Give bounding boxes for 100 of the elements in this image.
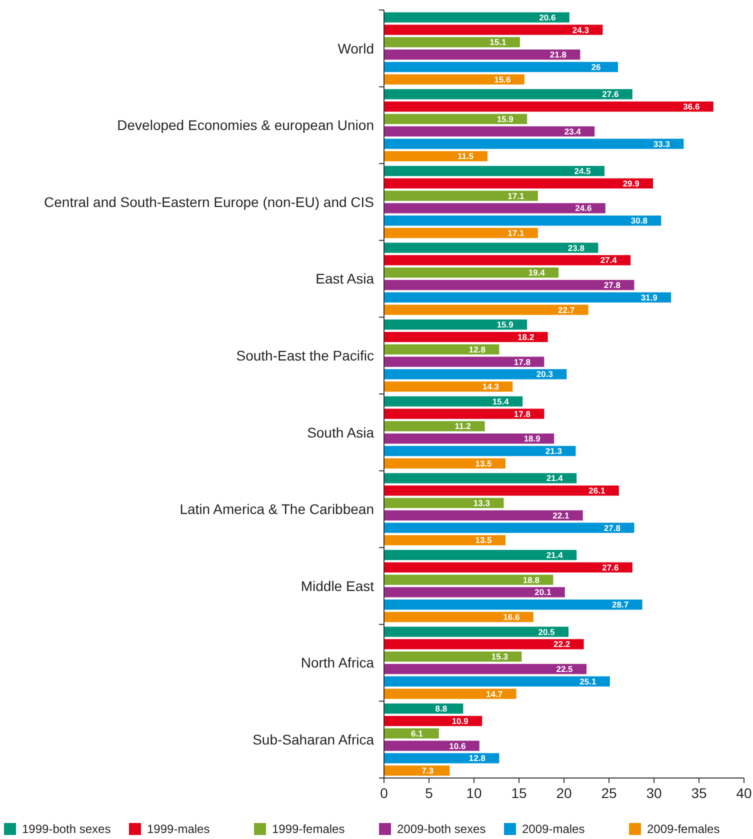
x-tick-label: 5 xyxy=(425,785,434,801)
bar xyxy=(384,458,506,468)
data-label: 23.4 xyxy=(564,126,582,136)
y-tick-label: South-East the Pacific xyxy=(236,348,374,364)
bar xyxy=(384,356,544,367)
bar xyxy=(384,89,632,100)
bar xyxy=(384,268,559,278)
data-label: 24.6 xyxy=(575,203,592,214)
legend-label: 1999-females xyxy=(272,822,345,836)
legend-label: 2009-both sexes xyxy=(397,822,486,836)
bar xyxy=(384,562,632,572)
x-tick-label: 30 xyxy=(646,785,662,801)
bar xyxy=(384,626,568,637)
data-label: 23.8 xyxy=(568,242,585,253)
data-label: 21.8 xyxy=(550,50,567,60)
bar xyxy=(384,587,565,598)
bar xyxy=(384,203,606,214)
bar xyxy=(384,292,672,302)
bar xyxy=(384,434,554,444)
bar xyxy=(384,304,588,315)
data-label: 17.8 xyxy=(514,356,531,367)
y-tick-label: Developed Economies & european Union xyxy=(117,117,374,134)
bar xyxy=(384,498,504,508)
data-label: 27.6 xyxy=(602,89,619,100)
bar xyxy=(384,280,634,290)
bar xyxy=(384,37,520,48)
bar xyxy=(384,178,654,188)
x-tick-label: 35 xyxy=(691,785,707,801)
data-label: 22.1 xyxy=(552,510,570,520)
bar xyxy=(384,639,584,650)
data-label: 28.7 xyxy=(612,600,629,610)
data-label: 31.9 xyxy=(640,292,658,302)
bar xyxy=(384,408,544,419)
bar xyxy=(384,574,554,585)
y-tick-label: Central and South-Eastern Europe (non-EU) and CIS xyxy=(44,194,374,210)
data-label: 15.9 xyxy=(496,320,514,330)
bar xyxy=(384,522,634,533)
data-label: 21.4 xyxy=(546,473,564,484)
bar xyxy=(384,320,528,330)
bar xyxy=(384,766,450,776)
data-label: 15.6 xyxy=(494,74,511,84)
x-tick-label: 20 xyxy=(556,785,572,801)
data-label: 21.4 xyxy=(546,550,564,560)
bar xyxy=(384,535,506,546)
data-label: 17.1 xyxy=(508,228,524,238)
bar xyxy=(384,664,586,674)
bar xyxy=(384,138,684,149)
bar xyxy=(384,704,464,714)
data-label: 15.4 xyxy=(492,396,510,406)
x-tick-label: 40 xyxy=(736,785,752,801)
data-label: 24.5 xyxy=(574,166,592,176)
data-label: 10.6 xyxy=(449,740,466,751)
data-label: 22.5 xyxy=(556,664,574,674)
data-label: 16.6 xyxy=(503,612,520,622)
bar xyxy=(384,446,576,456)
data-label: 27.8 xyxy=(604,280,621,290)
data-label: 20.1 xyxy=(534,587,552,598)
data-label: 27.8 xyxy=(604,522,621,533)
bar xyxy=(384,344,500,354)
data-label: 11.5 xyxy=(457,151,474,162)
y-tick-label: East Asia xyxy=(316,270,374,287)
bar xyxy=(384,550,577,560)
x-tick-label: 25 xyxy=(601,785,617,801)
data-label: 18.2 xyxy=(518,332,534,342)
bar xyxy=(384,676,610,686)
data-label: 20.3 xyxy=(536,369,554,380)
bar xyxy=(384,102,714,112)
legend-label: 1999-both sexes xyxy=(22,822,111,836)
bar xyxy=(384,688,516,699)
bar xyxy=(384,369,567,380)
bar xyxy=(384,728,439,738)
legend-label: 2009-females xyxy=(647,822,720,836)
data-label: 12.8 xyxy=(468,753,486,764)
data-label: 30.8 xyxy=(630,216,648,226)
data-label: 17.1 xyxy=(508,190,524,201)
bar xyxy=(384,396,523,406)
data-label: 11.2 xyxy=(454,421,472,432)
bar xyxy=(384,151,488,162)
y-tick-label: World xyxy=(338,40,374,56)
bar xyxy=(384,486,619,496)
data-label: 10.9 xyxy=(452,716,469,726)
legend-label: 2009-males xyxy=(522,822,585,836)
bar xyxy=(384,473,577,484)
y-tick-label: North Africa xyxy=(300,654,374,671)
data-label: 17.8 xyxy=(514,408,531,419)
bar xyxy=(384,652,522,662)
x-tick-label: 15 xyxy=(511,785,527,801)
data-label: 22.7 xyxy=(558,304,575,315)
bar xyxy=(384,166,604,176)
bar xyxy=(384,382,513,392)
data-label: 13.3 xyxy=(473,498,490,508)
y-tick-label: Latin America & The Caribbean xyxy=(180,501,374,518)
data-label: 15.3 xyxy=(491,652,508,662)
data-label: 26.1 xyxy=(588,486,606,496)
legend-label: 1999-males xyxy=(147,822,210,836)
bar xyxy=(384,510,583,520)
bar xyxy=(384,216,662,226)
data-label: 24.3 xyxy=(572,24,590,35)
data-label: 20.6 xyxy=(539,12,556,22)
data-label: 18.8 xyxy=(522,574,540,585)
